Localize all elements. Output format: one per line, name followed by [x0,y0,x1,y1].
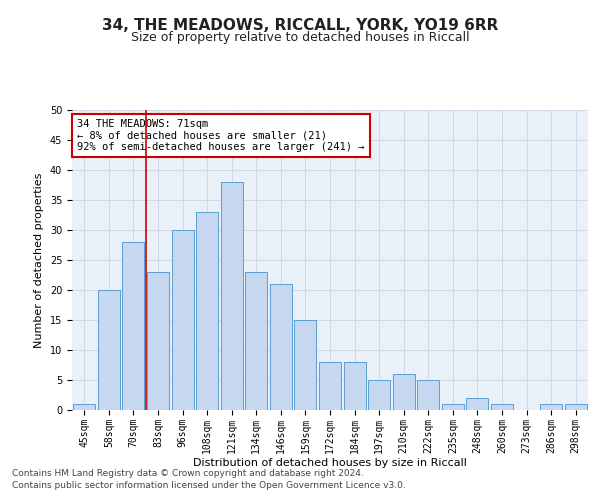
Bar [442,404,464,410]
Bar [172,230,194,410]
Bar [98,290,120,410]
X-axis label: Distribution of detached houses by size in Riccall: Distribution of detached houses by size … [193,458,467,468]
Bar [491,404,513,410]
Bar [147,272,169,410]
Bar [196,212,218,410]
Bar [392,374,415,410]
Text: 34 THE MEADOWS: 71sqm
← 8% of detached houses are smaller (21)
92% of semi-detac: 34 THE MEADOWS: 71sqm ← 8% of detached h… [77,119,365,152]
Bar [221,182,243,410]
Bar [295,320,316,410]
Bar [270,284,292,410]
Text: 34, THE MEADOWS, RICCALL, YORK, YO19 6RR: 34, THE MEADOWS, RICCALL, YORK, YO19 6RR [102,18,498,32]
Bar [540,404,562,410]
Bar [122,242,145,410]
Bar [344,362,365,410]
Text: Contains HM Land Registry data © Crown copyright and database right 2024.: Contains HM Land Registry data © Crown c… [12,468,364,477]
Text: Size of property relative to detached houses in Riccall: Size of property relative to detached ho… [131,31,469,44]
Text: Contains public sector information licensed under the Open Government Licence v3: Contains public sector information licen… [12,481,406,490]
Bar [319,362,341,410]
Bar [466,398,488,410]
Y-axis label: Number of detached properties: Number of detached properties [34,172,44,348]
Bar [245,272,268,410]
Bar [565,404,587,410]
Bar [73,404,95,410]
Bar [417,380,439,410]
Bar [368,380,390,410]
